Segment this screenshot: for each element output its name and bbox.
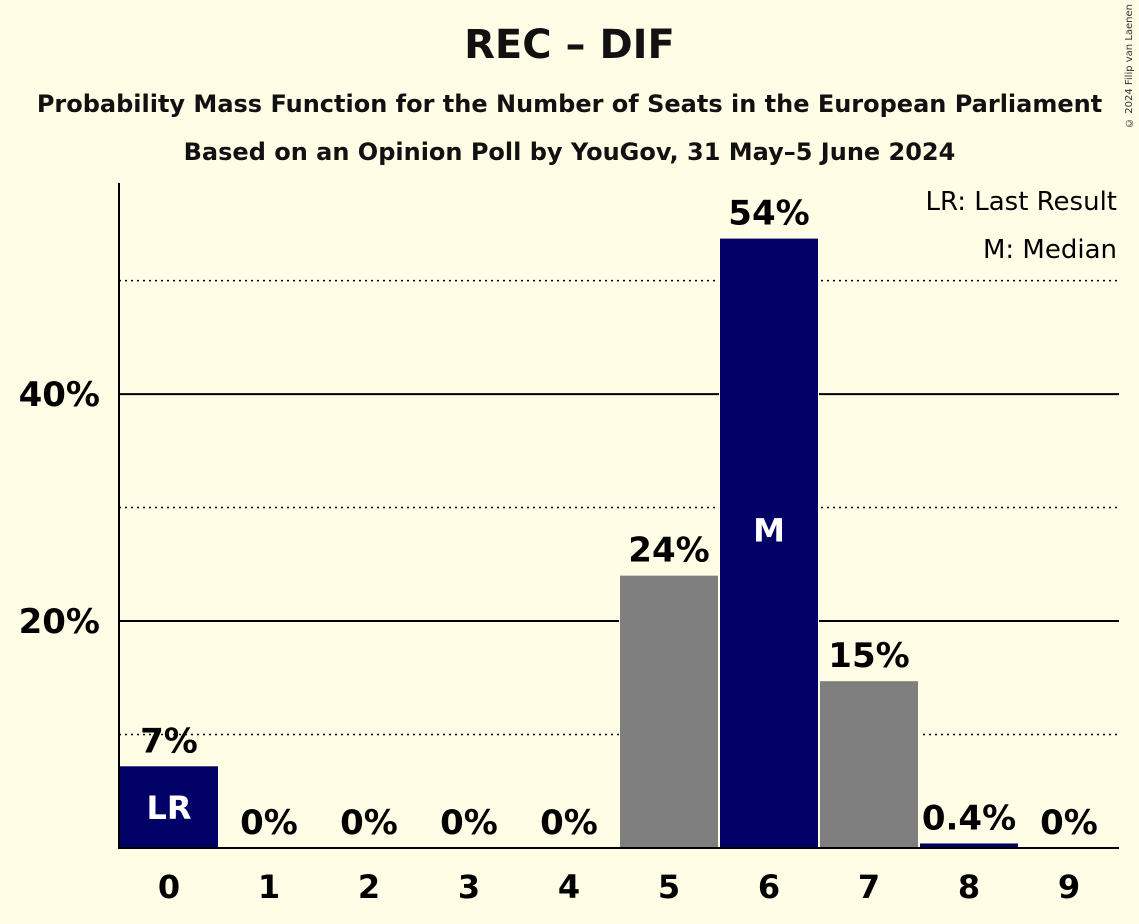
bar-marker: M	[753, 512, 785, 550]
bar	[920, 843, 1018, 848]
bars: 7% LR 0% 0% 0% 0% 24% 54% M 15% 0.4% 0%	[119, 194, 1098, 848]
x-tick-label: 3	[458, 868, 480, 906]
x-tick-label: 2	[358, 868, 380, 906]
data-label: 0%	[340, 803, 398, 843]
x-tick-label: 8	[958, 868, 980, 906]
bar	[820, 681, 918, 848]
chart-title: REC – DIF	[464, 22, 675, 68]
x-tick-label: 6	[758, 868, 780, 906]
data-label: 0%	[540, 803, 598, 843]
chart-source: Based on an Opinion Poll by YouGov, 31 M…	[183, 138, 956, 166]
y-tick-label: 40%	[19, 375, 100, 415]
bar	[620, 575, 718, 848]
bar	[720, 238, 818, 848]
data-label: 0.4%	[922, 798, 1016, 838]
data-label: 24%	[628, 531, 709, 571]
data-label: 15%	[828, 636, 909, 676]
legend-last-result: LR: Last Result	[925, 187, 1117, 217]
bar-marker: LR	[146, 789, 191, 827]
x-tick-label: 4	[558, 868, 580, 906]
bar	[120, 766, 218, 848]
x-tick-label: 5	[658, 868, 680, 906]
data-label: 0%	[440, 803, 498, 843]
data-label: 7%	[140, 721, 198, 761]
x-tick-label: 0	[158, 868, 180, 906]
x-tick-label: 1	[258, 868, 280, 906]
data-label: 54%	[728, 194, 809, 234]
data-label: 0%	[1040, 803, 1098, 843]
x-tick-label: 9	[1058, 868, 1080, 906]
axes: 20% 40% 0 1 2 3 4 5 6 7 8 9	[19, 183, 1119, 906]
x-tick-label: 7	[858, 868, 880, 906]
chart-subtitle: Probability Mass Function for the Number…	[36, 90, 1103, 118]
data-label: 0%	[240, 803, 298, 843]
legend-median: M: Median	[983, 235, 1117, 265]
legend: LR: Last Result M: Median	[925, 187, 1117, 265]
y-tick-label: 20%	[19, 602, 100, 642]
